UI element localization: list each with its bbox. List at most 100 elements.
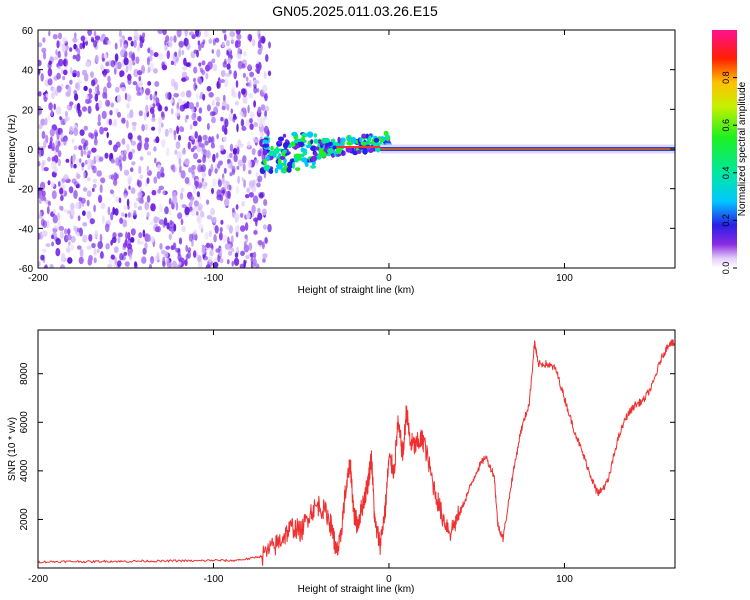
- noise-blob: [76, 173, 81, 179]
- noise-blob: [204, 140, 209, 146]
- noise-blob: [236, 146, 240, 155]
- noise-blob: [193, 250, 197, 258]
- noise-blob: [86, 210, 92, 220]
- noise-blob: [127, 175, 133, 183]
- noise-blob: [184, 30, 188, 37]
- noise-blob: [130, 40, 134, 47]
- noise-blob: [147, 47, 151, 54]
- noise-blob: [162, 189, 166, 195]
- colorbar-tick-label: 0.6: [721, 119, 731, 132]
- signal-blob: [283, 157, 287, 165]
- noise-blob: [179, 165, 182, 174]
- noise-blob: [107, 264, 113, 268]
- noise-blob: [150, 221, 154, 226]
- noise-blob: [98, 194, 103, 204]
- noise-blob: [188, 102, 194, 110]
- noise-blob: [66, 245, 71, 254]
- colorbar-tick-label: 0.2: [721, 214, 731, 227]
- noise-blob: [168, 127, 173, 134]
- noise-blob: [100, 177, 106, 184]
- noise-blob: [235, 30, 241, 35]
- noise-blob: [261, 208, 267, 216]
- noise-blob: [69, 126, 74, 135]
- noise-blob: [264, 105, 270, 112]
- noise-blob: [42, 230, 48, 237]
- noise-blob: [235, 204, 239, 210]
- noise-blob: [112, 206, 116, 216]
- noise-blob: [253, 217, 259, 222]
- signal-blob: [277, 158, 282, 165]
- noise-blob: [47, 180, 51, 186]
- noise-blob: [193, 66, 198, 74]
- noise-blob: [185, 62, 191, 67]
- signal-blob: [305, 144, 311, 149]
- noise-blob: [77, 79, 82, 85]
- noise-blob: [96, 90, 101, 96]
- noise-blob: [257, 212, 263, 221]
- noise-blob: [106, 131, 109, 139]
- noise-blob: [141, 256, 147, 264]
- noise-blob: [257, 48, 262, 55]
- signal-blob: [268, 150, 276, 157]
- noise-blob: [222, 30, 227, 34]
- noise-blob: [108, 258, 114, 265]
- noise-blob: [193, 206, 199, 212]
- noise-blob: [40, 254, 45, 261]
- noise-blob: [113, 246, 119, 254]
- noise-blob: [193, 180, 200, 187]
- noise-blob: [72, 37, 78, 43]
- noise-blob: [166, 50, 170, 59]
- noise-blob: [162, 30, 167, 36]
- snr-ylabel: SNR (10 * v/v): [7, 417, 18, 481]
- noise-blob: [131, 161, 136, 166]
- noise-blob: [184, 259, 188, 267]
- noise-blob: [181, 148, 187, 155]
- noise-blob: [249, 123, 254, 130]
- noise-blob: [223, 198, 230, 207]
- y-tick-label: 8000: [19, 362, 30, 385]
- noise-blob: [119, 70, 125, 77]
- noise-blob: [69, 101, 74, 106]
- noise-blob: [208, 256, 213, 263]
- noise-blob: [197, 40, 201, 46]
- noise-blob: [130, 187, 136, 194]
- noise-blob: [132, 125, 137, 131]
- noise-blob: [235, 80, 239, 88]
- noise-blob: [263, 71, 267, 79]
- noise-blob: [222, 61, 227, 68]
- signal-blob: [279, 156, 286, 160]
- noise-blob: [198, 141, 202, 148]
- noise-blob: [148, 263, 153, 268]
- noise-blob: [257, 106, 262, 114]
- noise-blob: [171, 227, 175, 235]
- noise-blob: [75, 54, 81, 62]
- noise-blob: [50, 181, 55, 188]
- noise-blob: [169, 36, 173, 42]
- noise-blob: [160, 172, 165, 178]
- noise-blob: [154, 81, 160, 87]
- noise-blob: [76, 102, 81, 111]
- noise-blob: [241, 107, 247, 114]
- noise-blob: [208, 136, 212, 144]
- noise-blob: [68, 186, 74, 194]
- noise-blob: [235, 224, 240, 233]
- y-tick-label: 4000: [19, 459, 30, 482]
- noise-blob: [82, 210, 86, 216]
- noise-blob: [70, 235, 76, 243]
- noise-blob: [130, 228, 136, 236]
- noise-blob: [181, 49, 185, 56]
- noise-blob: [176, 264, 180, 268]
- noise-blob: [91, 38, 95, 43]
- noise-blob: [191, 112, 197, 121]
- signal-blob: [310, 165, 316, 169]
- noise-blob: [210, 142, 215, 149]
- noise-blob: [97, 248, 100, 254]
- noise-blob: [142, 229, 146, 238]
- noise-blob: [43, 167, 49, 172]
- noise-blob: [75, 202, 80, 210]
- noise-blob: [169, 219, 173, 226]
- noise-blob: [177, 212, 183, 220]
- noise-blob: [157, 30, 163, 35]
- noise-blob: [56, 85, 62, 93]
- noise-blob: [197, 159, 202, 164]
